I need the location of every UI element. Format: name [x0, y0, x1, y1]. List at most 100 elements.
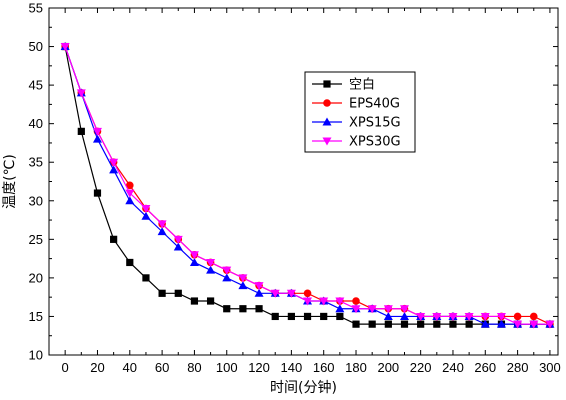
data-point [335, 304, 345, 313]
legend-entry: XPS30G [312, 135, 401, 150]
data-point [254, 288, 264, 297]
plot-border [48, 7, 559, 356]
x-tick-label: 120 [248, 360, 270, 375]
data-point [92, 134, 102, 143]
data-point [399, 305, 409, 314]
data-point [448, 312, 458, 321]
y-tick-label: 35 [29, 155, 43, 170]
data-point [464, 312, 474, 321]
data-point [416, 312, 426, 321]
data-point [125, 196, 135, 205]
data-point [303, 289, 312, 298]
data-point [286, 289, 296, 298]
data-point [303, 297, 313, 306]
data-point [271, 312, 279, 321]
data-point [110, 235, 118, 243]
series-layer [60, 42, 555, 329]
data-point [433, 320, 441, 328]
data-point [417, 320, 425, 328]
data-point [109, 165, 119, 174]
legend-entry: EPS40G [312, 97, 400, 112]
data-point [158, 289, 166, 297]
data-point [384, 320, 392, 328]
data-point [157, 227, 167, 236]
data-point [383, 305, 393, 314]
x-axis-title: 时间(分钟) [270, 379, 337, 396]
legend-label: XPS30G [349, 135, 401, 150]
data-point [223, 305, 231, 313]
data-point [255, 305, 263, 313]
data-point [190, 297, 199, 305]
legend-label: XPS15G [349, 116, 401, 131]
legend-marker [322, 117, 332, 126]
data-point [173, 235, 183, 244]
data-point [206, 297, 215, 305]
x-tick-label: 40 [123, 360, 137, 375]
x-tick-label: 280 [507, 360, 529, 375]
data-point [76, 89, 86, 98]
data-point [399, 311, 409, 320]
data-point [238, 281, 248, 290]
data-point [480, 312, 490, 321]
y-tick-label: 40 [29, 116, 43, 131]
data-point [529, 312, 538, 321]
data-point [303, 312, 312, 321]
data-point [320, 312, 328, 321]
data-point [142, 274, 150, 282]
data-point [336, 312, 344, 321]
data-point [141, 211, 151, 220]
data-point [383, 311, 393, 320]
y-tick-label: 45 [29, 78, 43, 93]
data-point [368, 320, 376, 328]
data-point [513, 312, 522, 321]
data-point [319, 297, 329, 306]
y-tick-label: 10 [29, 348, 43, 363]
data-point [254, 282, 264, 291]
y-tick-label: 20 [29, 270, 43, 285]
data-point [545, 320, 555, 329]
data-point [174, 289, 182, 297]
data-point [335, 297, 345, 306]
data-point [239, 305, 247, 313]
data-point [93, 189, 102, 197]
data-point [496, 319, 506, 328]
data-point [529, 320, 539, 329]
x-tick-label: 80 [187, 360, 201, 375]
data-point [432, 312, 442, 321]
data-point [125, 181, 134, 190]
y-tick-label: 50 [29, 39, 43, 54]
data-point [400, 320, 409, 328]
data-point [157, 220, 167, 229]
data-point [367, 305, 377, 314]
legend: 空白 EPS40G XPS15G XPS30G [304, 71, 416, 153]
data-point [141, 204, 151, 213]
y-tick-label: 30 [29, 193, 43, 208]
legend-entry: 空白 [312, 77, 375, 93]
x-tick-label: 60 [155, 360, 169, 375]
y-tick-label: 55 [29, 1, 43, 16]
data-point [352, 297, 360, 305]
data-point [206, 265, 216, 274]
x-tick-label: 140 [281, 360, 303, 375]
data-point [92, 127, 102, 136]
data-point [109, 158, 119, 167]
x-tick-label: 260 [474, 360, 496, 375]
data-point [496, 312, 506, 321]
data-point [189, 251, 199, 260]
x-tick-label: 180 [345, 360, 367, 375]
legend-marker [322, 137, 332, 146]
data-point [60, 43, 70, 52]
data-point [287, 312, 295, 321]
x-tick-label: 100 [216, 360, 238, 375]
legend-marker [323, 99, 331, 107]
legend-entry: XPS15G [312, 116, 401, 131]
plot-frame [48, 7, 559, 356]
data-point [238, 274, 248, 283]
legend-label: EPS40G [349, 97, 400, 112]
data-point [77, 127, 85, 135]
x-tick-label: 220 [410, 360, 432, 375]
y-tick-label: 25 [29, 232, 43, 247]
x-tick-label: 0 [62, 360, 69, 375]
data-point [480, 319, 490, 328]
